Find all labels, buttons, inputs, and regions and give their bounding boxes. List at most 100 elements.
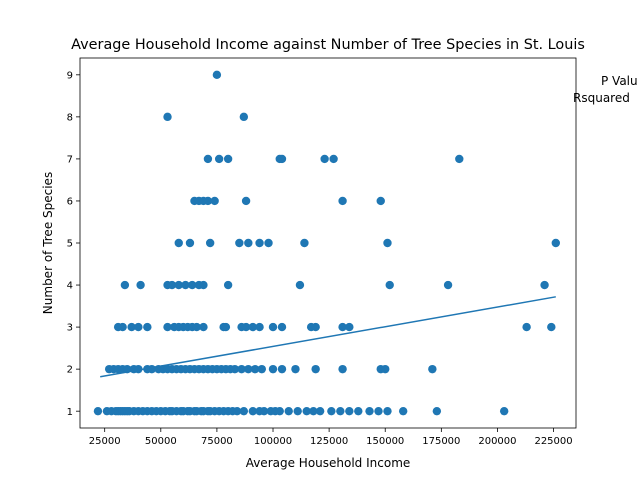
scatter-point xyxy=(255,322,264,332)
scatter-point xyxy=(221,322,231,332)
scatter-point xyxy=(203,154,213,164)
scatter-point xyxy=(214,154,224,164)
scatter-point xyxy=(268,364,278,374)
scatter-point xyxy=(547,322,556,332)
scatter-point xyxy=(428,364,437,374)
scatter-point xyxy=(345,322,354,332)
scatter-point xyxy=(311,322,320,332)
scatter-point xyxy=(455,154,464,164)
scatter-point xyxy=(540,280,549,290)
scatter-point xyxy=(300,238,309,248)
scatter-point xyxy=(212,70,222,80)
scatter-point xyxy=(239,406,249,416)
scatter-point xyxy=(551,238,560,248)
scatter-point xyxy=(134,322,143,332)
scatter-point xyxy=(241,196,251,206)
trendline-layer xyxy=(100,296,556,378)
scatter-point xyxy=(338,322,347,332)
x-tick-label: 150000 xyxy=(366,436,404,447)
scatter-point xyxy=(264,238,273,248)
x-tick-label: 100000 xyxy=(254,436,292,447)
scatter-point xyxy=(311,364,320,374)
scatter-point xyxy=(163,112,172,122)
scatter-point xyxy=(199,280,208,290)
scatter-point xyxy=(432,406,442,416)
scatter-point xyxy=(385,280,394,290)
scatter-point xyxy=(383,238,392,248)
scatter-point xyxy=(244,238,253,248)
scatter-point xyxy=(230,364,240,374)
y-tick-label: 9 xyxy=(67,70,73,81)
chart-title: Average Household Income against Number … xyxy=(71,37,585,53)
scatter-point xyxy=(163,322,172,332)
scatter-point xyxy=(268,322,278,332)
x-tick-label: 50000 xyxy=(145,436,177,447)
scatter-point xyxy=(365,406,374,416)
scatter-point xyxy=(248,322,258,332)
y-tick-label: 8 xyxy=(67,112,73,123)
scatter-point xyxy=(93,406,103,416)
scatter-point xyxy=(174,238,183,248)
y-tick-label: 6 xyxy=(67,197,73,208)
scatter-point xyxy=(134,364,143,374)
scatter-point xyxy=(181,280,190,290)
scatter-point xyxy=(259,406,269,416)
scatter-point xyxy=(499,406,509,416)
scatter-point xyxy=(327,406,336,416)
x-tick-label: 175000 xyxy=(422,436,460,447)
scatter-point xyxy=(257,364,266,374)
x-tick-label: 75000 xyxy=(201,436,233,447)
y-axis-label: Number of Tree Species xyxy=(41,172,55,314)
scatter-point xyxy=(376,196,385,206)
plot-area-frame xyxy=(79,57,577,429)
scatter-point xyxy=(136,280,145,290)
y-tick-label: 2 xyxy=(67,365,73,376)
scatter-point xyxy=(143,322,152,332)
scatter-point xyxy=(309,406,318,416)
scatter-point xyxy=(223,154,233,164)
annotation-p-value: P Valu xyxy=(601,74,638,88)
scatter-point xyxy=(291,364,300,374)
scatter-point xyxy=(277,322,287,332)
scatter-point xyxy=(192,322,201,332)
y-axis-ticks: 1 2 3 4 5 6 7 8 9 xyxy=(67,70,80,418)
scatter-point xyxy=(398,406,408,416)
scatter-point xyxy=(185,238,195,248)
y-tick-label: 5 xyxy=(67,239,73,250)
scatter-point xyxy=(255,238,264,248)
scatter-point xyxy=(277,364,287,374)
scatter-point xyxy=(223,280,233,290)
scatter-point xyxy=(248,406,258,416)
scatter-point xyxy=(199,322,208,332)
scatter-point xyxy=(167,280,177,290)
scatter-point xyxy=(120,280,130,290)
x-tick-label: 225000 xyxy=(534,436,572,447)
scatter-point xyxy=(338,364,347,374)
x-tick-label: 200000 xyxy=(478,436,516,447)
scatter-point xyxy=(336,406,345,416)
scatter-point xyxy=(241,322,251,332)
scatter-point xyxy=(345,406,354,416)
scatter-point xyxy=(443,280,453,290)
scatter-point xyxy=(374,406,383,416)
scatter-point xyxy=(293,406,302,416)
scatter-point xyxy=(295,280,305,290)
trendline xyxy=(100,296,556,378)
scatter-point xyxy=(244,364,253,374)
scatter-point xyxy=(250,364,260,374)
x-tick-label: 125000 xyxy=(310,436,348,447)
scatter-point xyxy=(320,154,329,164)
scatter-point xyxy=(232,406,242,416)
scatter-point xyxy=(329,154,338,164)
scatter-point xyxy=(275,406,284,416)
scatter-point xyxy=(277,154,287,164)
scatter-point xyxy=(188,280,197,290)
x-axis-ticks: 25000 50000 75000 100000 125000 150000 175000 2… xyxy=(89,428,573,447)
scatter-point xyxy=(338,196,347,206)
y-tick-label: 3 xyxy=(67,323,73,334)
scatter-point xyxy=(127,322,136,332)
scatter-point xyxy=(210,196,219,206)
